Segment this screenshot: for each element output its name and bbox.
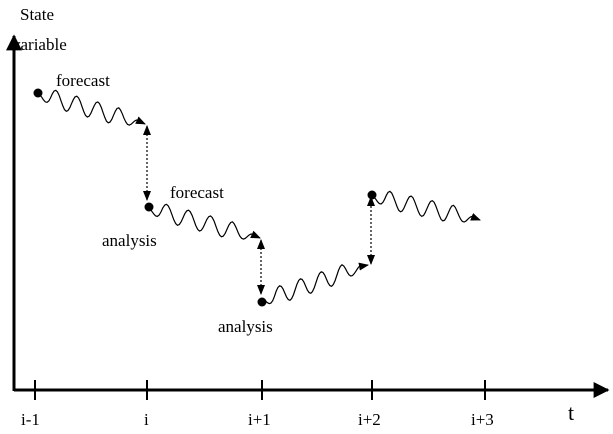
tick-label: i: [144, 410, 149, 429]
state-point: [257, 297, 267, 307]
forecast-path: [373, 190, 481, 223]
forecast-path: [263, 262, 369, 305]
state-point: [33, 88, 43, 98]
ticks: i-1 i i+1 i+2 i+3: [21, 380, 494, 429]
state-point: [144, 202, 154, 212]
forecast-label: forecast: [56, 71, 110, 90]
tick-label: i-1: [21, 410, 40, 429]
tick-label: i+2: [358, 410, 381, 429]
x-axis-label: t: [568, 400, 574, 425]
y-axis-label: State: [20, 5, 54, 24]
analysis-label: analysis: [102, 231, 157, 250]
tick-label: i+1: [248, 410, 271, 429]
trajectory: [33, 88, 481, 307]
forecast-label: forecast: [170, 183, 224, 202]
tick-label: i+3: [471, 410, 494, 429]
analysis-label: analysis: [218, 317, 273, 336]
y-axis-label: variable: [12, 35, 67, 54]
forecast-path: [39, 89, 146, 126]
state-point: [367, 190, 377, 200]
forecast-path: [149, 203, 261, 240]
